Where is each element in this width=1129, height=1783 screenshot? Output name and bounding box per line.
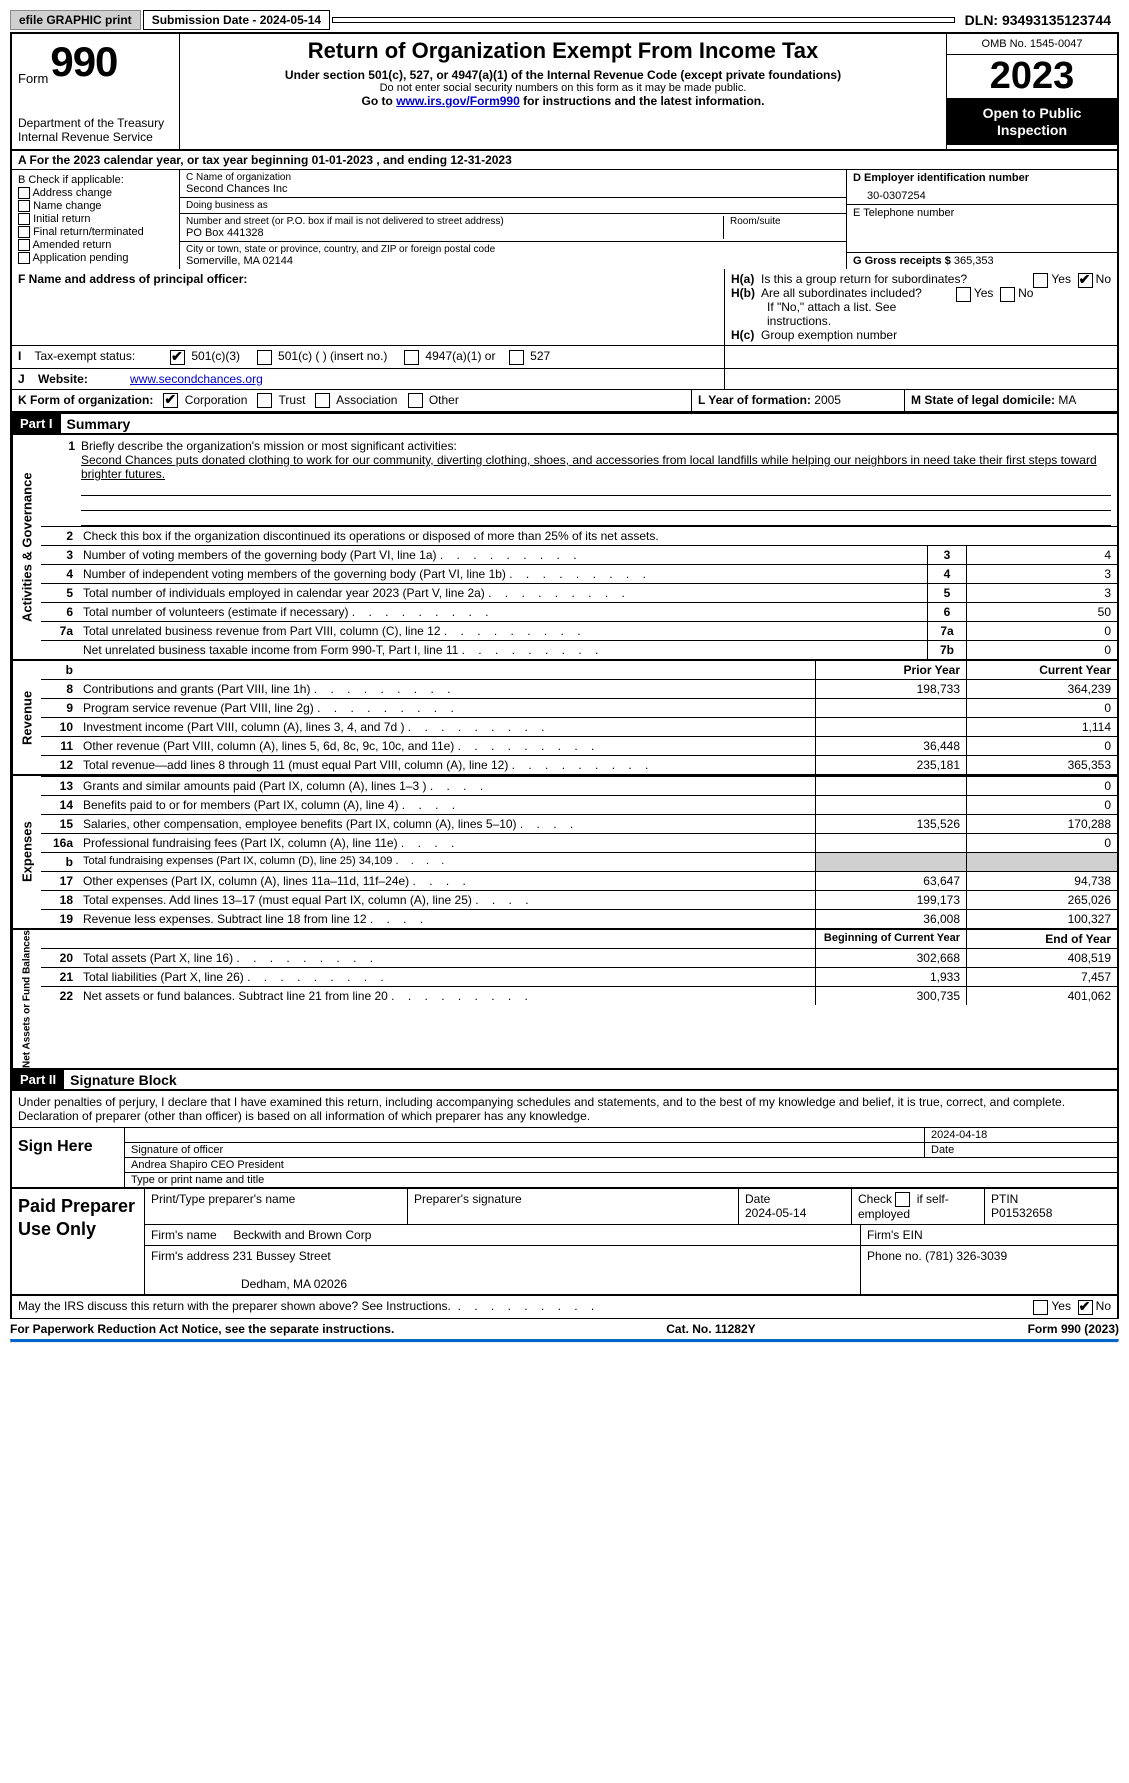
sign-here-label: Sign Here [12, 1128, 125, 1187]
org-name: Second Chances Inc [186, 183, 840, 195]
header-left: Form 990 Department of the TreasuryInter… [12, 34, 180, 149]
paid-label: Paid Preparer Use Only [12, 1189, 145, 1294]
header-block: Form 990 Department of the TreasuryInter… [10, 32, 1119, 151]
street: PO Box 441328 [186, 227, 723, 239]
footer-discuss: May the IRS discuss this return with the… [10, 1296, 1119, 1318]
sig-officer-label: Signature of officer [125, 1143, 925, 1157]
dept-treasury: Department of the TreasuryInternal Reven… [18, 116, 173, 145]
perjury-text: Under penalties of perjury, I declare th… [12, 1091, 1117, 1128]
vtab-governance: Activities & Governance [12, 435, 41, 659]
summary-netassets: Net Assets or Fund Balances Beginning of… [10, 930, 1119, 1070]
form-number: 990 [50, 38, 117, 86]
efile-print-button[interactable]: efile GRAPHIC print [10, 10, 141, 30]
dln: DLN: 93493135123744 [957, 10, 1119, 30]
summary-revenue: Revenue bPrior YearCurrent Year 8Contrib… [10, 661, 1119, 776]
ein-label: D Employer identification number [853, 172, 1111, 184]
paid-preparer: Paid Preparer Use Only Print/Type prepar… [12, 1187, 1117, 1294]
top-bar: efile GRAPHIC print Submission Date - 20… [10, 10, 1119, 30]
name-title-label: Type or print name and title [125, 1173, 1117, 1187]
dba-label: Doing business as [186, 200, 840, 211]
tel-label: E Telephone number [853, 207, 1111, 219]
subtitle-2: Do not enter social security numbers on … [190, 82, 936, 94]
org-info-grid: B Check if applicable: Address change Na… [10, 170, 1119, 270]
subtitle-3: Go to www.irs.gov/Form990 for instructio… [190, 94, 936, 108]
sig-date: 2024-04-18 [925, 1128, 1117, 1142]
header-right: OMB No. 1545-0047 2023 Open to Public In… [947, 34, 1117, 149]
mission-label: Briefly describe the organization's miss… [81, 439, 457, 453]
tax-year: 2023 [947, 55, 1117, 99]
gross-label: G Gross receipts $ [853, 255, 951, 267]
vtab-expenses: Expenses [12, 776, 41, 928]
box-b: B Check if applicable: Address change Na… [12, 170, 180, 270]
website-link[interactable]: www.secondchances.org [130, 372, 263, 386]
section-a: A For the 2023 calendar year, or tax yea… [10, 151, 1119, 170]
form-word: Form [18, 71, 48, 86]
header-mid: Return of Organization Exempt From Incom… [180, 34, 947, 149]
city: Somerville, MA 02144 [186, 255, 840, 267]
street-label: Number and street (or P.O. box if mail i… [186, 216, 723, 227]
omb-number: OMB No. 1545-0047 [947, 34, 1117, 55]
city-label: City or town, state or province, country… [186, 244, 840, 255]
part-1-header: Part I Summary [10, 413, 1119, 435]
summary-expenses: Expenses 13Grants and similar amounts pa… [10, 776, 1119, 930]
box-b-title: B Check if applicable: [18, 174, 173, 186]
footer-bottom: For Paperwork Reduction Act Notice, see … [10, 1319, 1119, 1339]
date-label: Date [925, 1143, 1117, 1157]
officer-name: Andrea Shapiro CEO President [125, 1158, 290, 1172]
ein: 30-0307254 [853, 184, 1111, 202]
vtab-netassets: Net Assets or Fund Balances [12, 930, 41, 1068]
box-f-label: F Name and address of principal officer: [18, 272, 247, 286]
subtitle-1: Under section 501(c), 527, or 4947(a)(1)… [190, 68, 936, 82]
signature-block: Under penalties of perjury, I declare th… [10, 1091, 1119, 1296]
top-spacer [332, 17, 955, 23]
gross-receipts: 365,353 [954, 255, 994, 267]
open-public: Open to Public Inspection [947, 99, 1117, 145]
lower-header: F Name and address of principal officer:… [10, 269, 1119, 413]
box-c: C Name of organization Second Chances In… [180, 170, 846, 270]
summary-governance: Activities & Governance 1 Briefly descri… [10, 435, 1119, 661]
mission-text: Second Chances puts donated clothing to … [81, 453, 1097, 481]
vtab-revenue: Revenue [12, 661, 41, 774]
form-title: Return of Organization Exempt From Incom… [190, 38, 936, 64]
blue-rule [10, 1339, 1119, 1343]
room-label: Room/suite [730, 216, 840, 227]
irs-link[interactable]: www.irs.gov/Form990 [396, 94, 520, 108]
submission-date: Submission Date - 2024-05-14 [143, 10, 330, 30]
box-d: D Employer identification number 30-0307… [846, 170, 1117, 270]
part-2-header: Part II Signature Block [10, 1070, 1119, 1091]
org-name-label: C Name of organization [186, 172, 840, 183]
